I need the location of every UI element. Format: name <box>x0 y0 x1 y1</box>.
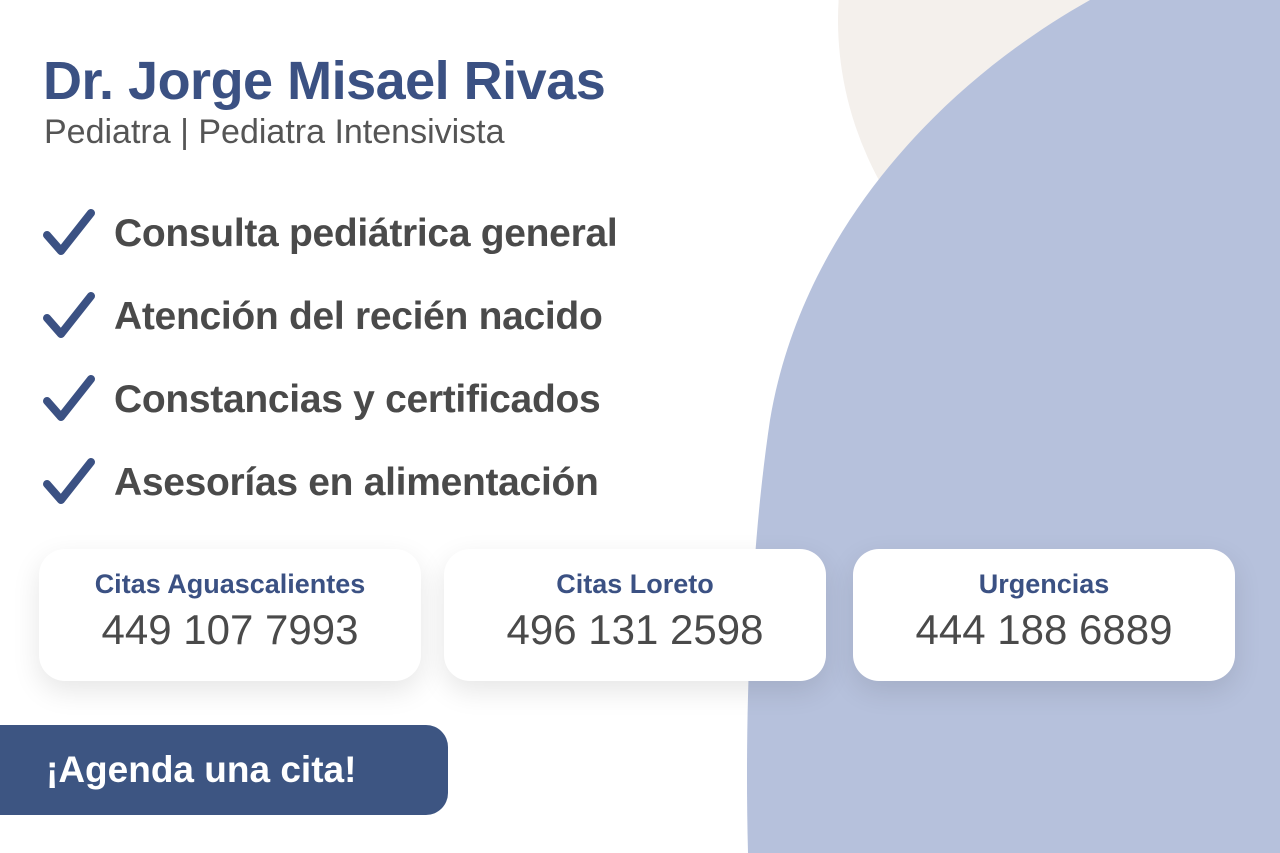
service-item: Consulta pediátrica general <box>42 192 618 275</box>
contact-label: Citas Aguascalientes <box>94 569 366 599</box>
book-appointment-button[interactable]: ¡Agenda una cita! <box>0 725 448 815</box>
checkmark-icon <box>43 291 95 338</box>
contact-phone[interactable]: 444 188 6889 <box>915 606 1173 653</box>
doctor-name: Dr. Jorge Misael Rivas <box>43 51 606 111</box>
service-item: Constancias y certificados <box>42 358 617 441</box>
service-label: Constancias y certificados <box>114 377 601 421</box>
contact-card-urgencias: Urgencias 444 188 6889 <box>853 549 1235 681</box>
checkmark-icon <box>43 208 95 255</box>
service-item: Asesorías en alimentación <box>42 441 617 524</box>
contact-phone[interactable]: 496 131 2598 <box>506 606 764 653</box>
service-label: Consulta pediátrica general <box>114 211 618 255</box>
checkmark-icon <box>43 374 95 421</box>
services-list: Consulta pediátrica general Atención del… <box>42 192 618 524</box>
service-label: Asesorías en alimentación <box>114 460 599 504</box>
service-label: Atención del recién nacido <box>114 294 603 338</box>
contact-card-aguascalientes: Citas Aguascalientes 449 107 7993 <box>39 549 421 681</box>
contact-card-loreto: Citas Loreto 496 131 2598 <box>444 549 826 681</box>
contact-label: Urgencias <box>978 569 1110 599</box>
contact-label: Citas Loreto <box>556 569 714 599</box>
blue-blob <box>746 0 1280 853</box>
doctor-specialty: Pediatra | Pediatra Intensivista <box>44 113 505 151</box>
checkmark-icon <box>43 457 95 504</box>
service-item: Atención del recién nacido <box>42 275 617 358</box>
contact-phone[interactable]: 449 107 7993 <box>101 606 359 653</box>
